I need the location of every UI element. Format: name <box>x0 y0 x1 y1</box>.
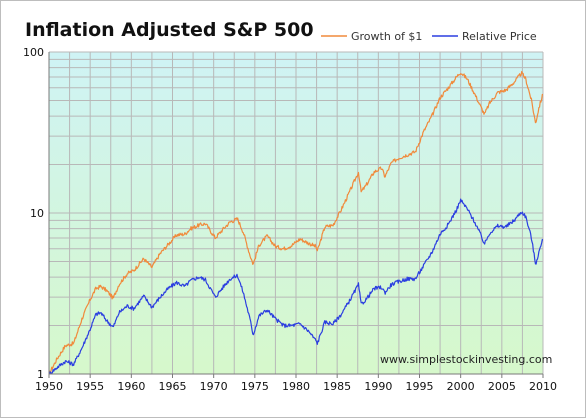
x-tick-label: 1965 <box>159 380 187 393</box>
y-tick-label: 1 <box>37 368 44 381</box>
x-tick-label: 1955 <box>76 380 104 393</box>
series-line-relative-price <box>49 198 543 374</box>
y-tick-label: 100 <box>23 46 44 59</box>
legend: Growth of $1 Relative Price <box>321 30 537 43</box>
y-tick-label: 10 <box>30 207 44 220</box>
x-axis: 1950 1955 1960 1965 1970 1975 1980 1985 1990 1995… <box>35 374 557 393</box>
x-tick-label: 1950 <box>35 380 63 393</box>
x-tick-label: 1975 <box>241 380 269 393</box>
x-tick-label: 1990 <box>364 380 392 393</box>
x-tick-label: 1980 <box>282 380 310 393</box>
series-line-growth <box>49 70 543 374</box>
x-tick-label: 1960 <box>117 380 145 393</box>
x-tick-label: 1995 <box>406 380 434 393</box>
x-tick-label: 2010 <box>529 380 557 393</box>
series-group <box>49 70 543 374</box>
x-tick-label: 1985 <box>323 380 351 393</box>
chart-title: Inflation Adjusted S&P 500 <box>25 19 314 41</box>
x-tick-label: 2005 <box>488 380 516 393</box>
grid <box>48 51 544 375</box>
x-tick-label: 2000 <box>447 380 475 393</box>
x-tick-label: 1970 <box>200 380 228 393</box>
y-axis: 1 10 100 <box>23 46 44 381</box>
legend-label-growth: Growth of $1 <box>351 30 422 43</box>
watermark: www.simplestockinvesting.com <box>380 353 552 366</box>
legend-label-relative-price: Relative Price <box>462 30 537 43</box>
